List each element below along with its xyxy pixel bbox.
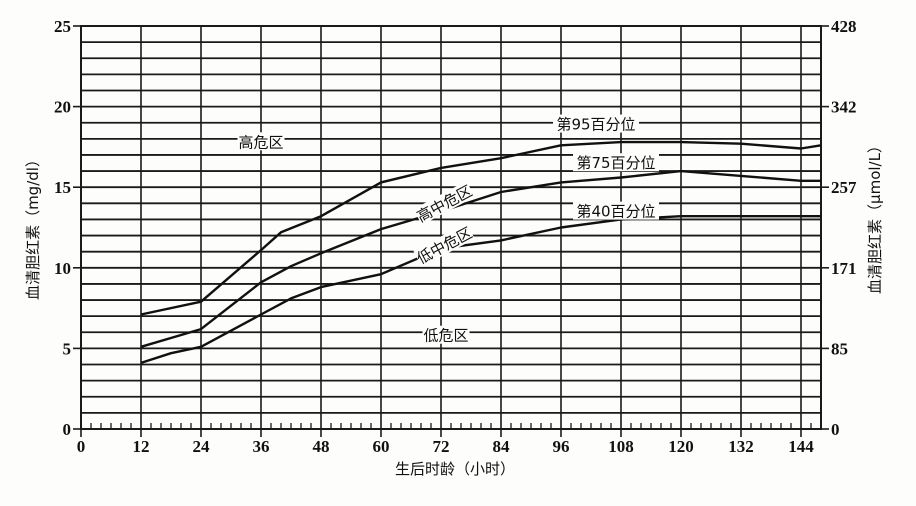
annotation-label: 第75百分位 xyxy=(576,154,655,172)
annotation-backing xyxy=(573,201,659,220)
annotation: 第95百分位 xyxy=(553,114,639,134)
annotation-backing xyxy=(422,325,470,344)
x-tick-label: 120 xyxy=(668,437,694,456)
y-tick-label: 20 xyxy=(54,98,71,117)
y-right-tick-label: 0 xyxy=(831,420,840,439)
x-tick-label: 144 xyxy=(788,437,814,456)
x-tick-label: 84 xyxy=(493,437,511,456)
right-y-axis: 0 85 171 257 342 428 xyxy=(821,17,857,439)
annotation: 高危区 xyxy=(237,132,285,151)
annotation-label: 第40百分位 xyxy=(576,203,655,221)
annotation-label: 第95百分位 xyxy=(556,116,635,134)
y-tick-label: 25 xyxy=(54,17,71,36)
y-tick-label: 10 xyxy=(54,259,71,278)
curve-p75 xyxy=(140,169,821,348)
y-right-tick-label: 171 xyxy=(831,259,857,278)
x-axis-title: 生后时龄（小时） xyxy=(395,460,515,478)
annotation-label: 低危区 xyxy=(423,327,468,345)
left-y-axis-title: 血清胆红素（mg/dl） xyxy=(24,152,42,300)
y-right-tick-label: 85 xyxy=(831,339,848,358)
x-tick-label: 36 xyxy=(253,437,270,456)
x-tick-label: 132 xyxy=(728,437,754,456)
vertical-gridlines xyxy=(140,26,802,429)
x-tick-label: 48 xyxy=(313,437,330,456)
annotation-backing xyxy=(413,180,475,226)
x-tick-label: 72 xyxy=(433,437,450,456)
y-right-tick-label: 428 xyxy=(831,17,857,36)
curve-p95 xyxy=(140,140,822,316)
x-tick-label: 60 xyxy=(373,437,390,456)
plot-frame xyxy=(80,25,822,430)
annotation-backing xyxy=(413,222,475,267)
right-y-axis-title: 血清胆红素（μmol/L） xyxy=(866,138,884,294)
x-axis: 0 12 24 36 48 60 72 84 96 108 120 132 144 xyxy=(77,429,814,456)
y-right-tick-label: 342 xyxy=(831,98,857,117)
annotation-backing xyxy=(553,114,639,133)
left-y-axis: 0 5 10 15 20 25 xyxy=(54,17,81,439)
y-tick-label: 0 xyxy=(63,420,72,439)
annotation-backing xyxy=(573,153,659,172)
annotation-backing xyxy=(237,132,285,151)
x-tick-label: 24 xyxy=(193,437,211,456)
annotation: 第40百分位 xyxy=(573,201,659,221)
y-tick-label: 15 xyxy=(54,178,71,197)
annotation: 第75百分位 xyxy=(573,153,659,172)
annotation: 低危区 xyxy=(422,325,470,345)
x-tick-label: 108 xyxy=(608,437,634,456)
x-tick-label: 96 xyxy=(553,437,570,456)
x-tick-label: 0 xyxy=(77,437,86,456)
y-tick-label: 5 xyxy=(63,339,72,358)
horizontal-gridlines xyxy=(81,41,821,414)
y-right-tick-label: 257 xyxy=(831,178,857,197)
curve-p40 xyxy=(140,214,821,365)
x-tick-label: 12 xyxy=(133,437,150,456)
annotation-label: 高危区 xyxy=(238,133,283,151)
